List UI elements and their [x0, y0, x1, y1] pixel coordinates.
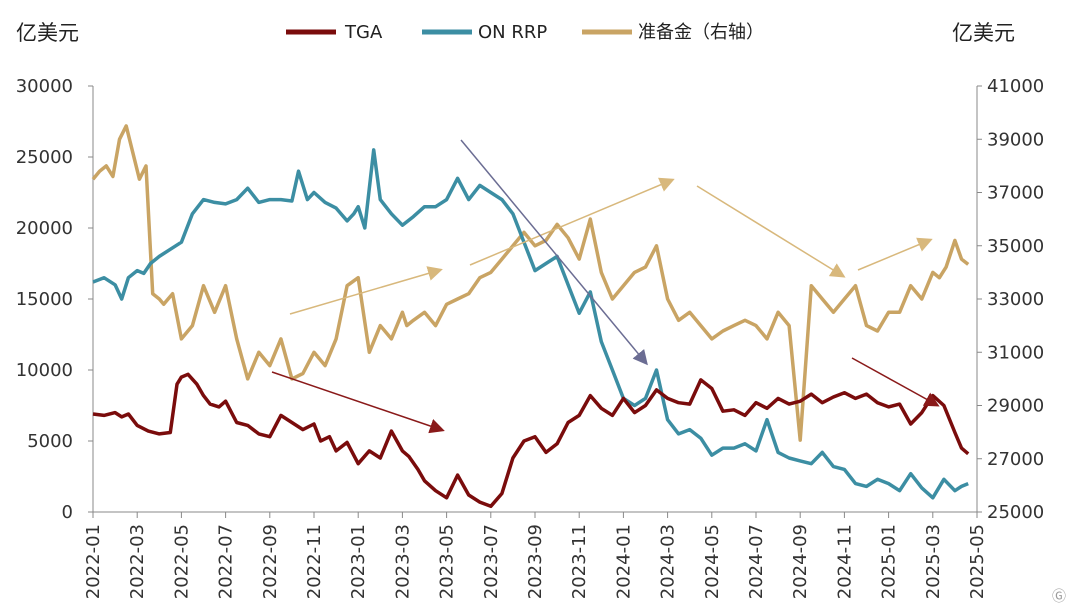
trend-arrow-reserves-up-3 [857, 237, 933, 271]
x-tick-label: 2023-05 [437, 524, 458, 599]
x-tick-label: 2025-05 [967, 524, 988, 599]
legend: TGA ON RRP 准备金（右轴） [286, 22, 764, 43]
trend-arrow-tga-down-1 [271, 371, 445, 434]
x-tick-label: 2022-09 [260, 524, 281, 599]
watermark-logo: Ⓖ [1052, 589, 1066, 605]
left-axis-ticks: 0 5000 10000 15000 20000 25000 30000 [16, 76, 93, 523]
trend-arrows [271, 139, 940, 434]
right-tick-label: 29000 [987, 396, 1044, 417]
left-tick-label: 30000 [16, 76, 73, 97]
x-tick-label: 2024-09 [790, 524, 811, 599]
x-tick-label: 2024-05 [702, 524, 723, 599]
right-tick-label: 33000 [987, 289, 1044, 310]
x-tick-label: 2023-01 [348, 524, 369, 599]
left-tick-label: 20000 [16, 218, 73, 239]
legend-label-tga: TGA [344, 22, 383, 43]
left-axis-unit: 亿美元 [16, 21, 79, 45]
x-tick-label: 2024-03 [658, 524, 679, 599]
right-tick-label: 39000 [987, 129, 1044, 150]
x-tick-label: 2023-03 [392, 524, 413, 599]
series-line-reserves [91, 124, 970, 442]
trend-arrow-reserves-down [696, 185, 846, 278]
series-line-tga [92, 372, 970, 509]
x-tick-label: 2022-11 [304, 524, 325, 599]
right-tick-label: 37000 [987, 183, 1044, 204]
x-tick-label: 2024-07 [746, 524, 767, 599]
trend-arrow-tga-down-2 [851, 357, 940, 407]
right-tick-label: 35000 [987, 236, 1044, 257]
left-tick-label: 5000 [27, 431, 73, 452]
x-tick-label: 2023-11 [569, 524, 590, 599]
legend-label-reserves: 准备金（右轴） [638, 22, 764, 43]
x-tick-label: 2022-07 [216, 524, 237, 599]
x-tick-label: 2025-03 [923, 524, 944, 599]
x-tick-label: 2022-01 [83, 524, 104, 599]
x-tick-label: 2024-11 [834, 524, 855, 599]
right-tick-label: 25000 [987, 502, 1044, 523]
left-tick-label: 10000 [16, 360, 73, 381]
x-tick-label: 2022-03 [127, 524, 148, 599]
right-tick-label: 31000 [987, 342, 1044, 363]
right-tick-label: 27000 [987, 449, 1044, 470]
left-tick-label: 15000 [16, 289, 73, 310]
series-layer [91, 124, 970, 509]
trend-arrow-reserves-up-1 [289, 266, 443, 315]
legend-label-on-rrp: ON RRP [478, 22, 547, 43]
x-tick-label: 2023-09 [525, 524, 546, 599]
right-axis-unit: 亿美元 [952, 21, 1015, 45]
right-tick-label: 41000 [987, 76, 1044, 97]
left-tick-label: 25000 [16, 147, 73, 168]
series-line-on-rrp [92, 148, 969, 500]
left-tick-label: 0 [62, 502, 73, 523]
x-tick-label: 2025-01 [879, 524, 900, 599]
right-axis-ticks: 25000 27000 29000 31000 33000 35000 37000 39000… [977, 76, 1044, 523]
trend-arrow-on-rrp-down [460, 139, 648, 366]
x-tick-label: 2023-07 [481, 524, 502, 599]
x-tick-label: 2022-05 [171, 524, 192, 599]
x-axis-ticks: 2022-01 2022-03 2022-05 2022-07 2022-09 2022-… [83, 512, 988, 599]
trend-arrow-reserves-up-2 [469, 177, 675, 266]
x-tick-label: 2024-01 [613, 524, 634, 599]
